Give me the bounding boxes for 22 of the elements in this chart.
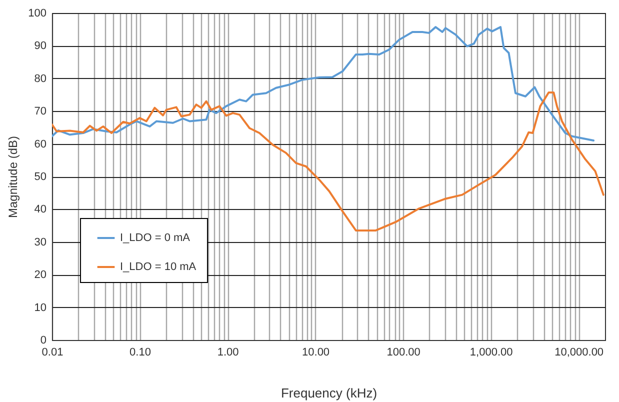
y-tick-label: 30 (34, 236, 46, 248)
x-tick-label: 1,000.00 (470, 346, 513, 358)
x-tick-label: 10.00 (302, 346, 330, 358)
x-tick-label: 0.01 (42, 346, 64, 358)
x-axis-title: Frequency (kHz) (280, 386, 378, 400)
legend-label: I_LDO = 0 mA (120, 232, 191, 244)
y-tick-label: 100 (28, 8, 46, 20)
x-tick-label: 1.00 (217, 346, 239, 358)
y-tick-label: 90 (34, 40, 46, 52)
y-tick-label: 20 (34, 269, 46, 282)
x-tick-label: 10,000.00 (554, 346, 604, 358)
y-tick-label: 0 (40, 334, 46, 346)
x-tick-label: 100.00 (386, 346, 420, 358)
x-tick-label: 0.10 (130, 346, 151, 358)
y-tick-label: 40 (34, 204, 46, 216)
y-tick-label: 10 (34, 302, 46, 314)
y-tick-label: 80 (34, 72, 46, 85)
legend-label: I_LDO = 10 mA (120, 261, 197, 273)
y-tick-label: 50 (34, 171, 46, 183)
y-axis-title: Magnitude (dB) (6, 136, 20, 218)
y-tick-label: 60 (34, 138, 46, 150)
y-tick-label: 70 (34, 106, 46, 118)
